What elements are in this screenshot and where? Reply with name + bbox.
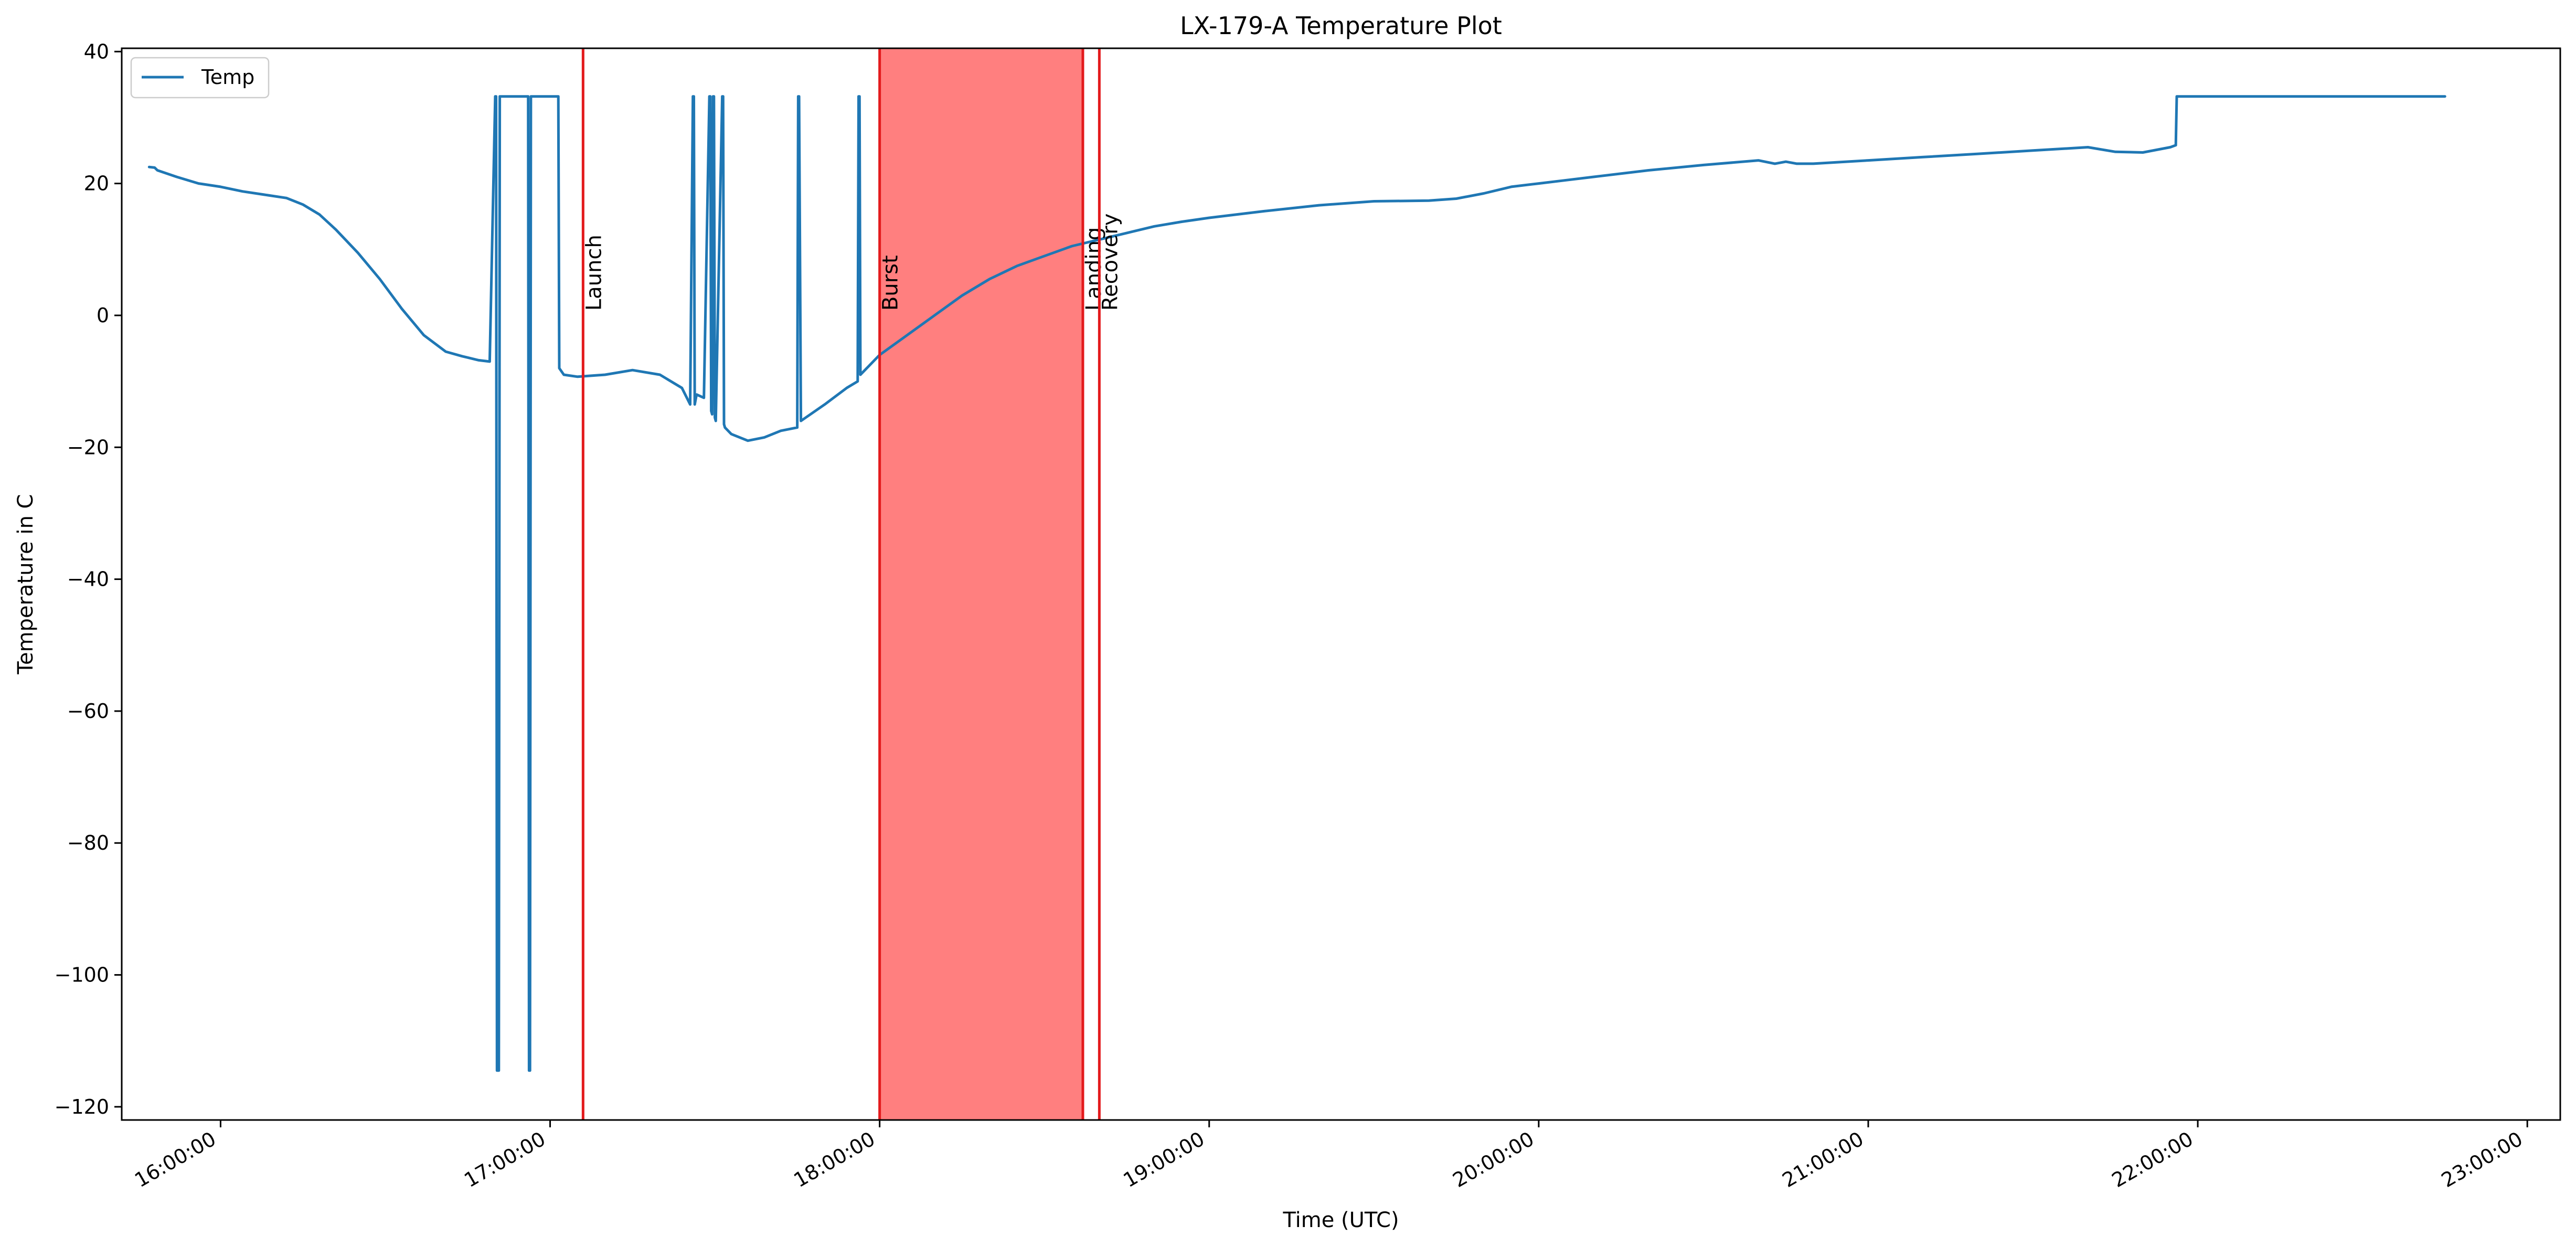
event-label-recovery: Recovery: [1098, 214, 1122, 311]
x-axis-label: Time (UTC): [1282, 1208, 1399, 1232]
y-tick-label: −40: [67, 568, 109, 591]
series-line-temp: [147, 95, 2446, 1072]
event-label-launch: Launch: [582, 235, 606, 311]
y-tick-label: −60: [67, 700, 109, 723]
y-tick-label: −80: [67, 831, 109, 854]
event-label-landing: Landing: [1082, 227, 1106, 311]
event-label-burst: Burst: [879, 255, 903, 311]
legend-label-temp: Temp: [201, 66, 254, 89]
y-tick-label: −120: [55, 1095, 109, 1118]
chart-title: LX-179-A Temperature Plot: [1180, 12, 1502, 40]
legend: Temp: [130, 57, 270, 99]
y-tick-label: 40: [84, 40, 109, 63]
y-tick-label: −20: [67, 436, 109, 459]
shaded-region: [879, 48, 1083, 1120]
y-axis: 40 20 0 −20 −40 −60 −80 −100 −120: [55, 40, 122, 1118]
y-axis-label: Temperature in C: [14, 494, 38, 674]
y-tick-label: −100: [55, 964, 109, 987]
shaded-region-layer: [879, 48, 1083, 1120]
y-tick-label: 0: [97, 304, 109, 327]
series-layer: [147, 95, 2446, 1072]
y-tick-label: 20: [84, 172, 109, 195]
legend-box: [130, 57, 270, 99]
plot-area-frame: [121, 47, 2561, 1121]
